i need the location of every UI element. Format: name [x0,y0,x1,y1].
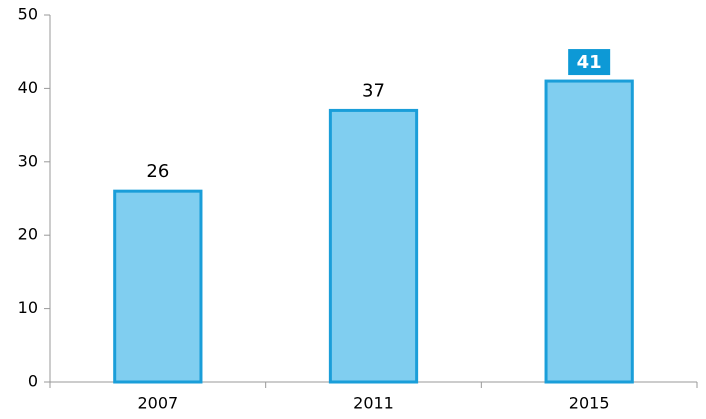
bar [328,108,419,384]
x-tick-label: 2011 [353,394,394,413]
x-tick-label: 2007 [137,394,178,413]
value-label: 41 [577,52,602,73]
x-tick-label: 2015 [569,394,610,413]
y-tick-label: 10 [18,298,38,317]
y-tick-label: 20 [18,225,38,244]
y-tick-label: 30 [18,151,38,170]
value-label: 37 [362,80,385,101]
y-tick-label: 0 [28,372,38,391]
y-tick-label: 50 [18,5,38,24]
bar [113,189,203,384]
value-label: 26 [146,161,169,182]
bar [544,79,634,384]
value-label-badge [568,49,611,76]
y-tick-label: 40 [18,78,38,97]
